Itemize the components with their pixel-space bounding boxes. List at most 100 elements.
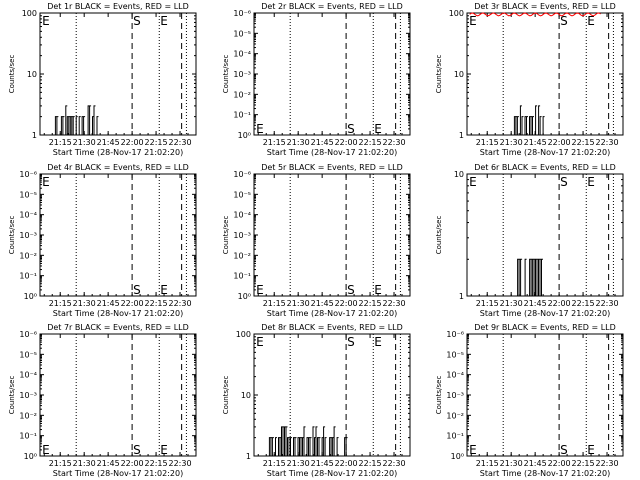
- y-tick-label: 1: [459, 292, 464, 301]
- x-tick-label: 22:15: [145, 299, 168, 308]
- y-tick-label: 10⁻⁶: [233, 9, 251, 18]
- y-tick-label: 10⁻⁴: [19, 371, 37, 380]
- start-marker: S: [133, 283, 141, 297]
- x-tick-label: 21:45: [97, 138, 120, 147]
- x-tick-label: 21:15: [263, 459, 286, 468]
- x-tick-label: 22:00: [548, 459, 571, 468]
- start-marker: S: [347, 335, 355, 349]
- x-axis-label: Start Time (28-Nov-17 21:02:20): [480, 309, 610, 318]
- x-tick-label: 21:30: [500, 138, 523, 147]
- x-tick-label: 21:30: [287, 459, 310, 468]
- end-marker: E: [160, 443, 168, 457]
- end-marker: E: [587, 175, 595, 189]
- y-tick-label: 10⁻⁵: [19, 350, 37, 359]
- y-tick-label: 100: [22, 9, 37, 18]
- y-axis-label: Counts/sec: [8, 55, 16, 94]
- end-marker: E: [42, 443, 50, 457]
- x-axis-label: Start Time (28-Nov-17 21:02:20): [53, 469, 183, 478]
- x-tick-label: 21:15: [49, 138, 72, 147]
- y-axis-label: Counts/sec: [435, 55, 443, 94]
- end-marker: E: [256, 283, 264, 297]
- panel-title: Det 5r BLACK = Events, RED = LLD: [261, 163, 403, 172]
- x-tick-label: 21:45: [524, 299, 547, 308]
- x-tick-label: 22:15: [572, 138, 595, 147]
- panel-title: Det 6r BLACK = Events, RED = LLD: [474, 163, 616, 172]
- events-series-trace: [54, 105, 99, 136]
- end-marker: E: [160, 14, 168, 28]
- x-tick-label: 22:00: [121, 459, 144, 468]
- end-marker: E: [42, 175, 50, 189]
- y-tick-label: 10⁻²: [19, 411, 37, 420]
- y-axis-label: Counts/sec: [435, 376, 443, 415]
- y-tick-label: 10⁻⁴: [233, 50, 251, 59]
- y-tick-label: 10⁰: [238, 292, 251, 301]
- start-marker: S: [347, 122, 355, 136]
- y-tick-label: 10⁻¹: [19, 432, 37, 441]
- y-tick-label: 10⁻¹: [233, 272, 251, 281]
- x-axis-label: Start Time (28-Nov-17 21:02:20): [480, 148, 610, 157]
- x-axis-label: Start Time (28-Nov-17 21:02:20): [267, 148, 397, 157]
- x-tick-label: 21:15: [476, 138, 499, 147]
- y-tick-label: 10⁻⁵: [233, 190, 251, 199]
- x-tick-label: 22:15: [359, 299, 382, 308]
- x-tick-label: 21:30: [73, 299, 96, 308]
- x-tick-label: 22:30: [168, 138, 191, 147]
- end-marker: E: [374, 335, 382, 349]
- end-marker: E: [587, 443, 595, 457]
- x-tick-label: 22:15: [359, 138, 382, 147]
- y-tick-label: 10⁰: [238, 131, 251, 140]
- y-tick-label: 10: [27, 70, 37, 79]
- x-tick-label: 21:15: [49, 459, 72, 468]
- x-tick-label: 22:00: [121, 138, 144, 147]
- x-tick-label: 21:30: [73, 138, 96, 147]
- y-tick-label: 10: [241, 391, 251, 400]
- detector-panel-6: Det 6r BLACK = Events, RED = LLD 1 10 21:15…: [435, 163, 624, 318]
- x-tick-label: 22:00: [548, 138, 571, 147]
- y-axis-label: Counts/sec: [222, 376, 230, 415]
- y-tick-label: 10⁻⁵: [19, 190, 37, 199]
- detector-panel-7: Det 7r BLACK = Events, RED = LLD 10⁰ 10⁻¹ 1…: [8, 323, 197, 478]
- x-tick-label: 22:30: [168, 299, 191, 308]
- x-tick-label: 22:15: [572, 299, 595, 308]
- plot-frame: [466, 173, 624, 297]
- plot-frame: [39, 173, 197, 297]
- x-tick-label: 22:15: [359, 459, 382, 468]
- y-tick-label: 10⁻⁶: [233, 170, 251, 179]
- y-tick-label: 10⁻²: [446, 411, 464, 420]
- plot-frame: [253, 12, 411, 136]
- events-series-trace: [517, 258, 543, 297]
- x-axis-label: Start Time (28-Nov-17 21:02:20): [53, 309, 183, 318]
- detector-panel-8: Det 8r BLACK = Events, RED = LLD 1 10 100 21…: [222, 323, 411, 478]
- end-marker: E: [374, 283, 382, 297]
- panel-title: Det 9r BLACK = Events, RED = LLD: [474, 323, 616, 332]
- x-tick-label: 21:30: [73, 459, 96, 468]
- x-tick-label: 21:30: [500, 299, 523, 308]
- x-tick-label: 21:45: [97, 299, 120, 308]
- y-tick-label: 10⁻²: [19, 251, 37, 260]
- x-tick-label: 22:00: [121, 299, 144, 308]
- y-tick-label: 10⁻⁴: [233, 211, 251, 220]
- x-tick-label: 22:15: [145, 459, 168, 468]
- x-tick-label: 22:30: [595, 459, 618, 468]
- y-tick-label: 1: [32, 131, 37, 140]
- x-tick-label: 21:15: [476, 459, 499, 468]
- x-tick-label: 22:00: [335, 138, 358, 147]
- y-tick-label: 10: [454, 170, 464, 179]
- panel-title: Det 2r BLACK = Events, RED = LLD: [261, 2, 403, 11]
- detector-panel-5: Det 5r BLACK = Events, RED = LLD 10⁰ 10⁻¹ 1…: [222, 163, 411, 318]
- x-tick-label: 21:45: [311, 138, 334, 147]
- x-tick-label: 21:30: [500, 459, 523, 468]
- x-tick-label: 21:45: [311, 459, 334, 468]
- start-marker: S: [560, 443, 568, 457]
- y-tick-label: 10⁻⁶: [446, 330, 464, 339]
- panel-title: Det 7r BLACK = Events, RED = LLD: [47, 323, 189, 332]
- plot-frame: [39, 333, 197, 457]
- x-tick-label: 22:15: [145, 138, 168, 147]
- end-marker: E: [42, 14, 50, 28]
- y-tick-label: 10⁻⁶: [19, 330, 37, 339]
- y-tick-label: 1: [459, 131, 464, 140]
- panel-title: Det 3r BLACK = Events, RED = LLD: [474, 2, 616, 11]
- x-tick-label: 21:45: [311, 299, 334, 308]
- x-tick-label: 22:30: [168, 459, 191, 468]
